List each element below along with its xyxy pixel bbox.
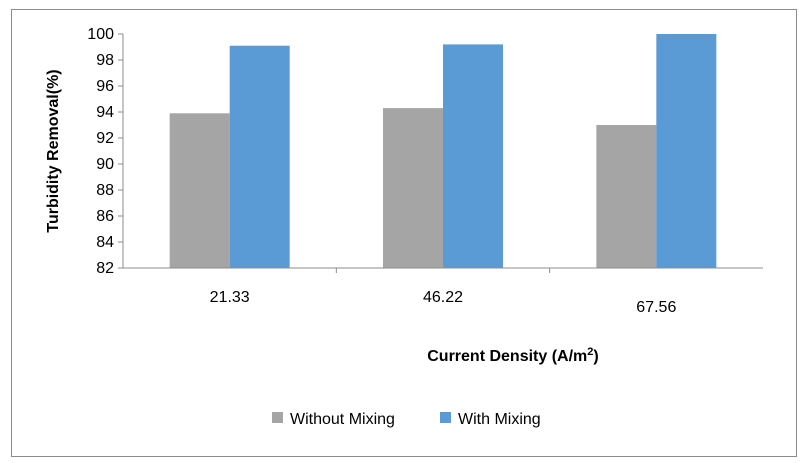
legend-swatch-with-mixing — [440, 412, 451, 423]
legend-label-with-mixing: With Mixing — [458, 411, 541, 428]
y-tick-label-98: 98 — [96, 52, 114, 69]
y-tick-label-90: 90 — [96, 156, 114, 173]
y-axis-ticks: 82 84 86 88 90 92 94 96 98 100 — [87, 26, 123, 277]
y-tick-label-84: 84 — [96, 234, 114, 251]
x-axis-ticks: 21.33 46.22 67.56 — [210, 268, 676, 316]
y-tick-label-100: 100 — [87, 26, 114, 43]
bar-with-mixing-46.22 — [443, 44, 503, 269]
y-tick-label-92: 92 — [96, 130, 114, 147]
y-tick-label-86: 86 — [96, 208, 114, 225]
legend: Without Mixing With Mixing — [272, 411, 541, 428]
y-tick-label-94: 94 — [96, 104, 114, 121]
bar-without-mixing-46.22 — [383, 108, 443, 268]
x-axis-title-end: ) — [593, 348, 598, 365]
y-tick-label-82: 82 — [96, 260, 114, 277]
x-tick-label-46.22: 46.22 — [423, 289, 463, 306]
legend-swatch-without-mixing — [272, 412, 283, 423]
y-tick-label-96: 96 — [96, 78, 114, 95]
x-tick-label-67.56: 67.56 — [636, 299, 676, 316]
y-tick-label-88: 88 — [96, 182, 114, 199]
x-tick-label-21.33: 21.33 — [210, 289, 250, 306]
legend-label-without-mixing: Without Mixing — [290, 411, 395, 428]
bar-without-mixing-67.56 — [596, 125, 657, 268]
x-axis-title-superscript: 2 — [587, 346, 593, 358]
bar-with-mixing-67.56 — [656, 34, 717, 268]
y-axis-title: Turbidity Removal(%) — [45, 69, 62, 232]
bars — [169, 34, 717, 269]
x-axis-title-main: Current Density (A/m — [427, 348, 587, 365]
x-axis-title: Current Density (A/m2) — [427, 346, 598, 365]
bar-with-mixing-21.33 — [229, 45, 290, 269]
bar-without-mixing-21.33 — [169, 113, 230, 268]
